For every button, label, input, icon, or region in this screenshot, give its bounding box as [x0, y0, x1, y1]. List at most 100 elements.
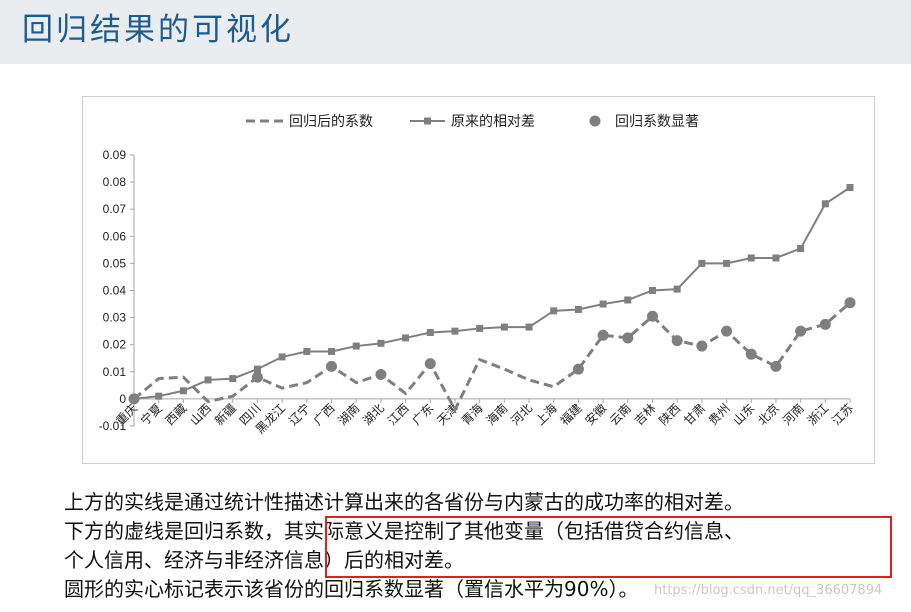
x-tick-label: 安徽 — [582, 400, 610, 428]
original-point — [377, 339, 385, 347]
x-tick-label: 山东 — [730, 401, 757, 428]
y-tick-label: 0 — [119, 392, 126, 406]
significant-point — [424, 358, 436, 370]
significant-point — [696, 340, 708, 352]
original-point — [278, 353, 286, 361]
explanation-line-1: 上方的实线是通过统计性描述计算出来的各省份与内蒙古的成功率的相对差。 — [64, 490, 744, 514]
original-point — [673, 285, 681, 293]
legend-significant-label: 回归系数显著 — [615, 113, 699, 130]
x-tick-label: 河南 — [779, 400, 807, 428]
x-tick-label: 浙江 — [805, 401, 832, 428]
x-tick-label: 广西 — [311, 401, 338, 428]
original-point — [821, 200, 829, 208]
original-point — [426, 329, 434, 337]
y-tick-label: 0.09 — [103, 148, 127, 162]
y-tick-label: 0.02 — [103, 338, 127, 352]
significant-point — [646, 310, 658, 322]
x-tick-label: 贵州 — [706, 401, 733, 428]
y-tick-label: 0.01 — [103, 365, 127, 379]
x-tick-label: 青海 — [458, 400, 486, 428]
original-point — [747, 254, 755, 262]
legend-original-marker — [424, 117, 431, 125]
original-point — [723, 259, 731, 267]
original-point — [451, 327, 459, 335]
significant-point — [251, 371, 263, 383]
original-point — [328, 347, 336, 355]
watermark: https://blog.csdn.net/qq_36607894 — [654, 583, 883, 598]
x-tick-label: 宁夏 — [137, 400, 165, 428]
x-tick-label: 湖南 — [335, 400, 363, 428]
y-tick-label: 0.06 — [103, 229, 127, 243]
significant-point — [597, 329, 609, 341]
original-point — [253, 365, 261, 373]
x-tick-label: 云南 — [606, 400, 634, 428]
significant-point — [326, 360, 338, 372]
significant-point — [844, 297, 856, 309]
original-point — [155, 392, 163, 400]
highlight-box — [325, 516, 892, 578]
significant-point — [128, 393, 140, 405]
original-point — [648, 287, 656, 294]
series-original-line — [133, 186, 851, 400]
x-tick-label: 甘肃 — [681, 401, 708, 428]
original-point — [303, 347, 311, 355]
series-regression-line — [133, 301, 851, 414]
x-tick-label: 辽宁 — [285, 400, 313, 428]
original-point — [574, 305, 582, 313]
x-tick-label: 西藏 — [163, 401, 190, 428]
original-point — [772, 254, 780, 262]
original-point — [525, 323, 533, 331]
x-tick-label: 吉林 — [632, 401, 659, 428]
significant-point — [770, 360, 782, 372]
explanation-text: 上方的实线是通过统计性描述计算出来的各省份与内蒙古的成功率的相对差。 下方的虚线… — [64, 488, 909, 604]
y-tick-label: 0.05 — [103, 256, 127, 270]
explanation-line-3: 个人信用、经济与非经济信息）后的相对差。 — [64, 548, 464, 572]
original-point — [624, 296, 632, 304]
x-tick-label: 广东 — [410, 401, 437, 428]
original-point — [698, 259, 706, 267]
x-tick-label: 北京 — [755, 401, 782, 428]
original-point — [204, 376, 212, 384]
x-tick-label: 新疆 — [211, 400, 239, 428]
significant-point — [721, 325, 733, 337]
significant-point — [795, 325, 807, 337]
line-chart: 0.09 0.08 0.07 0.06 0.05 0.04 0.03 0.02 0.01 0 -0.… — [99, 113, 856, 436]
legend-significant-marker — [589, 115, 601, 127]
significant-point — [745, 348, 757, 360]
explanation-line-4: 圆形的实心标记表示该省份的回归系数显著（置信水平为90%）。 — [64, 577, 639, 601]
slide-title: 回归结果的可视化 — [22, 12, 294, 48]
x-tick-label: 江西 — [385, 401, 412, 428]
x-tick-label: 陕西 — [656, 400, 684, 428]
x-tick-label: 山西 — [187, 401, 214, 428]
original-point — [500, 323, 508, 331]
original-point — [352, 342, 360, 350]
significant-point — [819, 318, 831, 330]
explanation-line-2: 下方的虚线是回归系数，其实际意义是控制了其他变量（包括借贷合约信息、 — [64, 519, 744, 543]
significant-point — [622, 332, 634, 344]
original-point — [797, 244, 805, 252]
x-tick-label: 河北 — [508, 401, 535, 428]
y-tick-label: 0.07 — [103, 202, 127, 216]
slide-header: 回归结果的可视化 — [0, 0, 911, 64]
legend-original-label: 原来的相对差 — [451, 114, 535, 130]
y-tick-label: 0.08 — [103, 175, 127, 189]
original-point — [229, 375, 237, 383]
significant-point — [671, 335, 683, 347]
significant-point — [375, 369, 387, 381]
y-tick-label: -0.01 — [99, 419, 127, 433]
original-point — [179, 387, 187, 395]
x-tick-label: 江苏 — [829, 401, 856, 428]
legend-regression-label: 回归后的系数 — [289, 113, 373, 130]
original-point — [550, 307, 558, 315]
original-point — [846, 184, 854, 192]
y-tick-label: 0.03 — [103, 311, 127, 325]
chart-frame: 0.09 0.08 0.07 0.06 0.05 0.04 0.03 0.02 0.01 0 -0.… — [82, 96, 875, 464]
significant-point — [572, 363, 584, 375]
x-tick-label: 福建 — [557, 400, 585, 428]
original-point — [599, 300, 607, 308]
x-tick-label: 海南 — [483, 400, 511, 428]
original-point — [402, 334, 410, 342]
y-tick-label: 0.04 — [103, 284, 127, 298]
original-point — [476, 324, 484, 332]
x-tick-label: 上海 — [532, 400, 560, 428]
